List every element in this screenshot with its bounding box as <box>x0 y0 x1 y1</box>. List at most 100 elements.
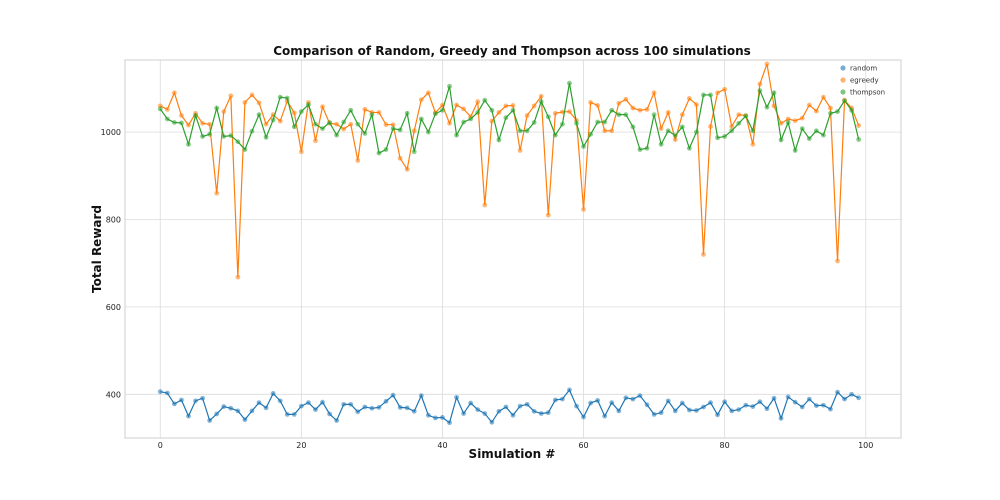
data-point-thompson <box>665 128 671 134</box>
data-point-random <box>835 389 840 395</box>
data-point-random <box>510 412 516 418</box>
data-point-random <box>376 405 382 410</box>
data-point-thompson <box>743 113 749 119</box>
data-point-random <box>609 400 615 405</box>
y-axis-label: Total Reward <box>90 205 104 293</box>
data-point-thompson <box>433 111 438 117</box>
data-point-egreedy <box>510 103 516 108</box>
data-point-egreedy <box>362 106 368 112</box>
data-point-random <box>341 401 347 407</box>
data-point-random <box>679 400 685 406</box>
data-point-thompson <box>630 124 636 130</box>
data-point-egreedy <box>616 100 622 106</box>
legend-marker <box>840 89 846 95</box>
data-point-random <box>595 398 601 403</box>
data-point-random <box>334 418 340 423</box>
data-point-thompson <box>242 147 248 152</box>
data-point-random <box>531 408 537 414</box>
data-point-egreedy <box>461 106 467 112</box>
data-point-egreedy <box>764 61 770 67</box>
data-point-thompson <box>164 116 170 122</box>
data-point-random <box>637 393 643 399</box>
plot-frame <box>124 59 902 439</box>
data-point-random <box>524 401 530 407</box>
data-point-egreedy <box>320 104 325 110</box>
data-point-random <box>545 410 551 416</box>
data-point-thompson <box>715 135 720 141</box>
data-point-random <box>306 400 311 405</box>
data-point-random <box>623 395 629 401</box>
data-point-random <box>327 411 332 417</box>
data-point-thompson <box>327 120 332 125</box>
x-tick-label: 80 <box>720 441 730 450</box>
data-point-egreedy <box>559 109 565 115</box>
data-point-egreedy <box>390 122 396 128</box>
data-point-random <box>249 408 255 414</box>
data-point-random <box>214 411 220 417</box>
data-point-egreedy <box>355 158 361 163</box>
series-line-random <box>160 388 859 424</box>
data-point-random <box>828 406 833 412</box>
data-point-thompson <box>574 120 579 126</box>
legend-label: thompson <box>850 89 885 97</box>
data-point-random <box>588 400 593 406</box>
data-point-thompson <box>701 92 706 98</box>
data-point-thompson <box>383 147 389 152</box>
data-point-egreedy <box>313 138 318 144</box>
x-tick-label: 0 <box>158 441 163 450</box>
data-point-random <box>157 389 163 395</box>
data-point-egreedy <box>186 122 191 128</box>
data-point-thompson <box>313 121 318 127</box>
data-point-thompson <box>207 131 213 137</box>
data-point-random <box>291 412 297 417</box>
data-point-egreedy <box>856 123 862 128</box>
data-point-thompson <box>320 126 325 132</box>
data-point-egreedy <box>524 113 530 118</box>
data-point-random <box>496 408 502 414</box>
data-point-egreedy <box>517 148 523 153</box>
data-point-random <box>821 402 826 408</box>
data-point-thompson <box>757 88 763 93</box>
data-point-random <box>517 403 523 409</box>
data-point-thompson <box>559 121 565 127</box>
data-point-egreedy <box>595 103 601 108</box>
data-point-random <box>461 411 467 416</box>
data-point-egreedy <box>277 118 283 124</box>
data-point-random <box>362 404 368 410</box>
data-point-random <box>651 412 657 417</box>
data-point-thompson <box>440 107 445 113</box>
data-point-egreedy <box>602 128 608 134</box>
y-tick-label: 1000 <box>101 128 121 137</box>
data-point-thompson <box>256 112 262 118</box>
data-point-egreedy <box>404 166 410 172</box>
data-point-thompson <box>813 128 819 134</box>
chart-title: Comparison of Random, Greedy and Thompso… <box>273 44 751 58</box>
data-point-egreedy <box>821 94 826 100</box>
data-point-egreedy <box>581 207 586 212</box>
y-tick-label: 600 <box>106 303 121 312</box>
data-point-thompson <box>291 124 297 130</box>
data-point-random <box>602 413 608 419</box>
data-point-egreedy <box>334 121 340 127</box>
data-point-egreedy <box>503 103 509 109</box>
data-point-thompson <box>672 133 678 139</box>
data-point-random <box>729 408 735 414</box>
data-point-egreedy <box>531 103 537 109</box>
data-point-egreedy <box>256 100 262 106</box>
data-point-egreedy <box>792 118 798 124</box>
data-point-egreedy <box>538 93 544 99</box>
data-point-egreedy <box>609 128 615 134</box>
data-point-random <box>715 412 720 418</box>
legend-marker <box>840 77 846 83</box>
legend-label: egreedy <box>850 77 879 85</box>
data-point-random <box>567 387 572 393</box>
data-point-random <box>559 396 565 402</box>
data-point-egreedy <box>694 102 699 107</box>
data-point-random <box>856 395 862 401</box>
data-point-thompson <box>277 94 283 100</box>
data-point-egreedy <box>411 128 417 134</box>
data-point-thompson <box>179 120 184 126</box>
data-point-thompson <box>249 128 255 134</box>
data-point-random <box>397 405 403 410</box>
